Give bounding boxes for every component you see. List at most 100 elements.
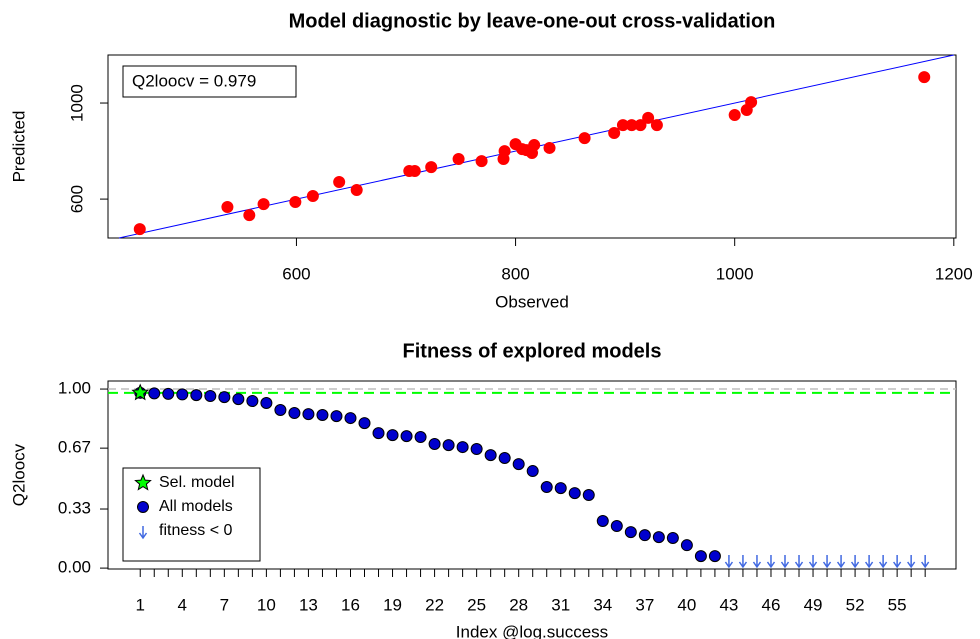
point [131,383,150,401]
below-zero-arrow [822,555,832,569]
below-zero-arrow [808,555,818,569]
x-tick-label: 28 [509,595,528,614]
x-axis-label: Index @log.success [456,622,608,639]
point [350,183,363,196]
below-zero-arrow [921,555,930,569]
annotation: Q2loocv = 0.979 [132,71,256,90]
point [246,395,259,408]
point [610,520,623,533]
x-tick-label: 13 [299,595,318,614]
point [218,391,231,404]
below-zero-arrow [893,555,902,569]
below-zero-arrow [794,555,804,569]
point [512,458,525,471]
y-axis-label: Predicted [9,111,28,183]
point [526,465,539,478]
point [243,209,256,222]
y-tick-label: 1.00 [58,379,91,398]
chart-title: Model diagnostic by leave-one-out cross-… [289,10,776,32]
legend-label: All models [159,498,233,515]
point [274,404,287,417]
plot-box [107,380,957,570]
below-zero-arrow [738,555,748,569]
point [680,539,693,552]
point [302,408,315,421]
legend-marker [134,473,152,491]
legend-marker [138,526,148,540]
x-tick-label: 4 [178,595,187,614]
point [306,189,319,202]
point [638,529,651,542]
point [133,223,146,236]
below-zero-arrow [780,555,790,569]
point [745,96,758,109]
point [918,71,931,84]
point [288,407,301,420]
point [428,438,441,451]
x-tick-label: 1200 [935,264,973,283]
point [578,132,591,145]
x-tick-label: 34 [593,595,612,614]
point [694,550,707,563]
plot-box [107,54,957,239]
x-tick-label: 43 [719,595,738,614]
point [728,109,741,122]
x-tick-label: 7 [220,595,229,614]
below-zero-arrow [850,555,860,569]
x-tick-label: 55 [888,595,907,614]
point [624,526,637,539]
point [666,532,679,545]
point [414,431,427,444]
x-tick-label: 1 [136,595,145,614]
legend-label: fitness < 0 [159,522,232,539]
point [442,439,455,452]
below-zero-arrow [864,555,874,569]
x-tick-label: 600 [282,264,310,283]
point [608,127,621,140]
x-tick-label: 46 [762,595,781,614]
below-zero-arrow [752,555,762,569]
point [650,119,663,132]
point [568,487,581,500]
point [400,430,413,443]
below-zero-arrow [766,555,776,569]
point [221,201,234,214]
point [452,152,465,165]
x-tick-label: 31 [551,595,570,614]
point [257,198,270,211]
point [333,176,346,189]
point [190,389,203,402]
point [232,393,245,406]
y-tick-label: 1000 [67,84,86,122]
point [425,161,438,174]
point [543,141,556,154]
y-tick-label: 0.00 [58,558,91,577]
point [358,417,371,430]
y-axis-label: Q2loocv [9,443,28,506]
x-axis-label: Observed [495,292,569,311]
y-tick-label: 0.67 [58,438,91,457]
legend-label: Sel. model [159,474,235,491]
legend-marker [137,501,149,513]
x-tick-label: 800 [501,264,529,283]
x-tick-label: 37 [635,595,654,614]
point [642,111,655,124]
point [652,531,665,544]
point [176,388,189,401]
point [540,480,553,493]
annotation-box [122,65,297,98]
x-tick-label: 16 [341,595,360,614]
below-zero-arrow [907,555,916,569]
point [596,515,609,528]
point [456,441,469,454]
point [289,195,302,208]
point [316,409,329,422]
point [344,412,357,425]
x-tick-label: 19 [383,595,402,614]
point [484,449,497,462]
point [204,390,217,403]
chart-title: Fitness of explored models [403,340,662,362]
x-tick-label: 40 [677,595,696,614]
x-tick-label: 49 [804,595,823,614]
